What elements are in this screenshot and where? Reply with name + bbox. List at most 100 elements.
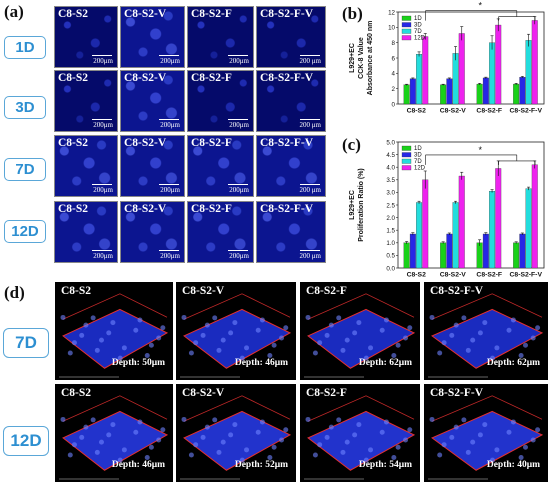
- y-axis-label: CCK-8 Value: [358, 37, 365, 79]
- cell-blob: [181, 416, 187, 422]
- cell-blob: [340, 347, 346, 353]
- y-tick-label: 2: [392, 86, 396, 93]
- scale-bar: [92, 183, 112, 185]
- bar-3d: [446, 233, 453, 269]
- cell-blob: [106, 330, 112, 336]
- cell-volume-render: [60, 293, 169, 369]
- cell-blob: [271, 342, 277, 348]
- bar-1d: [440, 242, 447, 269]
- cell-blob: [510, 317, 516, 323]
- scale-bar: [92, 249, 112, 251]
- fluorescence-image-tile: C8-S2-F-V 200 μm: [256, 201, 326, 263]
- cell-blob: [395, 342, 401, 348]
- tile-group-label: C8-S2-F-V: [260, 137, 314, 149]
- legend-swatch: [401, 152, 412, 158]
- cell-blob: [510, 419, 516, 425]
- cell-blob: [391, 353, 397, 359]
- cell-blob: [324, 332, 330, 338]
- fluorescence-image-tile: C8-S2-F-V 200 μm: [256, 70, 326, 132]
- bar-12d: [495, 24, 502, 105]
- scale-bar: [300, 118, 320, 120]
- scale-bar: [228, 54, 248, 56]
- cell-blob: [67, 350, 73, 356]
- tile-group-label: C8-S2-V: [124, 203, 167, 215]
- legend-label: 1D: [414, 16, 422, 22]
- y-axis-label: L929+EC: [349, 43, 356, 73]
- cell-blob: [482, 422, 488, 428]
- legend-swatch: [401, 22, 412, 28]
- cell-blob: [465, 347, 471, 353]
- panel-c-label: (c): [342, 135, 361, 154]
- depth-label: Depth: 62μm: [486, 358, 540, 368]
- x-tick-label: C8-S2-V: [440, 272, 467, 279]
- cell-blob: [110, 422, 116, 428]
- scale-bar-label: 200μm: [160, 252, 180, 260]
- y-axis-label: Absorbance at 450 nm: [367, 21, 374, 96]
- cell-blob: [283, 325, 289, 331]
- cell-blob: [482, 320, 488, 326]
- cell-blob: [324, 434, 330, 440]
- cell-blob: [461, 315, 467, 321]
- cell-blob: [336, 315, 342, 321]
- cell-blob: [523, 444, 528, 450]
- volume-surface: [183, 410, 292, 471]
- cell-volume-render: [181, 293, 292, 369]
- depth-label: Depth: 40μm: [486, 460, 540, 470]
- chart-b: 0 2 4 6 8 10 12 L929+EC CCK-8 Value Absorbance at…: [340, 1, 548, 136]
- cell-blob: [267, 455, 273, 461]
- cell-blob: [530, 335, 536, 341]
- cell-blob: [79, 434, 85, 440]
- cell-blob: [239, 355, 245, 361]
- tile-group-label: C8-S2-F-V: [430, 285, 484, 297]
- cell-blob: [305, 416, 311, 422]
- cell-blob: [336, 417, 342, 423]
- scale-footer: [304, 376, 364, 378]
- y-tick-label: 1.0: [386, 240, 395, 247]
- cell-blob: [344, 439, 350, 445]
- cell-blob: [144, 455, 150, 461]
- cell-blob: [232, 320, 238, 326]
- bar-12d: [422, 36, 429, 105]
- y-tick-label: 0: [392, 101, 396, 108]
- cell-blob: [383, 317, 389, 323]
- cell-blob: [368, 345, 374, 351]
- depth-label: Depth: 46μm: [234, 358, 288, 368]
- legend-swatch: [401, 35, 412, 41]
- legend-swatch: [401, 158, 412, 164]
- cell-blob: [379, 327, 385, 333]
- volume-surface: [183, 308, 292, 369]
- cell-blob: [312, 452, 318, 458]
- scale-bar: [92, 118, 112, 120]
- cell-blob: [437, 350, 443, 356]
- confocal-3d-tile: C8-S2-F-V Depth: 62μm: [424, 282, 548, 380]
- fluorescence-image-tile: C8-S2-V 200μm: [120, 201, 185, 263]
- cell-volume-render: [60, 395, 169, 471]
- fluorescence-image-tile: C8-S2 200μm: [54, 135, 118, 197]
- y-tick-label: 6: [392, 55, 396, 62]
- fluorescence-image-tile: C8-S2-F 200μm: [187, 70, 254, 132]
- cell-blob: [363, 355, 369, 361]
- bar-12d: [495, 168, 502, 269]
- cell-blob: [239, 457, 245, 463]
- cell-blob: [312, 350, 318, 356]
- legend-label: 3D: [414, 23, 422, 29]
- cell-blob: [403, 335, 409, 341]
- fluorescence-image-tile: C8-S2 200μm: [54, 6, 118, 68]
- volume-surface: [431, 308, 544, 369]
- bar-7d: [452, 202, 459, 269]
- cell-blob: [403, 437, 409, 443]
- cell-blob: [60, 314, 66, 320]
- bar-3d: [519, 233, 526, 269]
- y-tick-label: 3.5: [386, 177, 395, 184]
- cell-blob: [356, 422, 362, 428]
- cell-blob: [259, 419, 265, 425]
- fluorescence-image-tile: C8-S2-V 200μm: [120, 135, 185, 197]
- x-tick-label: C8-S2: [407, 108, 426, 115]
- tile-group-label: C8-S2-F: [191, 8, 232, 20]
- volume-surface: [62, 410, 169, 471]
- tile-group-label: C8-S2: [58, 203, 89, 215]
- scale-footer: [59, 376, 119, 378]
- cell-blob: [193, 340, 199, 346]
- day-tag-7d: 7D: [4, 158, 46, 181]
- cell-blob: [148, 342, 154, 348]
